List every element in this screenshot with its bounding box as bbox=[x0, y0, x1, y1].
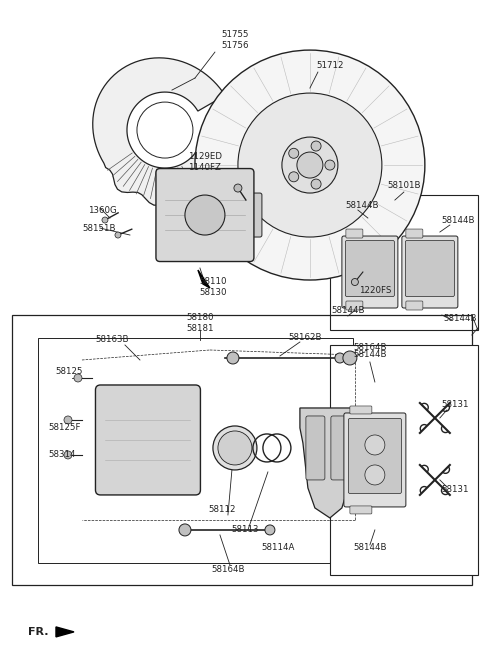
FancyBboxPatch shape bbox=[346, 229, 363, 238]
Text: 58110
58130: 58110 58130 bbox=[199, 277, 227, 297]
FancyBboxPatch shape bbox=[344, 413, 406, 507]
Circle shape bbox=[343, 351, 357, 365]
FancyBboxPatch shape bbox=[331, 416, 350, 480]
Circle shape bbox=[238, 93, 382, 237]
Circle shape bbox=[311, 179, 321, 189]
Circle shape bbox=[64, 451, 72, 459]
Circle shape bbox=[102, 217, 108, 223]
Circle shape bbox=[195, 50, 425, 280]
Text: 58180
58181: 58180 58181 bbox=[186, 314, 214, 333]
Circle shape bbox=[185, 195, 225, 235]
Text: 58131: 58131 bbox=[441, 485, 468, 495]
Bar bbox=[38, 338, 353, 563]
FancyBboxPatch shape bbox=[243, 193, 262, 237]
Text: 58125: 58125 bbox=[55, 367, 83, 377]
FancyBboxPatch shape bbox=[156, 169, 254, 262]
Text: 51712: 51712 bbox=[316, 60, 344, 70]
FancyBboxPatch shape bbox=[163, 193, 182, 237]
Text: 58113: 58113 bbox=[231, 525, 259, 535]
Circle shape bbox=[74, 374, 82, 382]
FancyBboxPatch shape bbox=[346, 241, 395, 297]
Circle shape bbox=[265, 525, 275, 535]
Circle shape bbox=[234, 184, 242, 192]
Bar bbox=[330, 345, 478, 575]
Circle shape bbox=[297, 152, 323, 178]
Circle shape bbox=[365, 435, 385, 455]
Text: 58314: 58314 bbox=[48, 451, 75, 459]
Text: 58101B: 58101B bbox=[387, 180, 420, 190]
Circle shape bbox=[218, 431, 252, 465]
Text: 58144B: 58144B bbox=[345, 201, 379, 209]
Circle shape bbox=[351, 279, 359, 285]
Text: FR.: FR. bbox=[28, 627, 48, 637]
Circle shape bbox=[213, 426, 257, 470]
Circle shape bbox=[335, 353, 345, 363]
Text: 58125F: 58125F bbox=[48, 424, 81, 432]
FancyBboxPatch shape bbox=[402, 236, 458, 308]
Circle shape bbox=[311, 141, 321, 151]
Text: 1129ED
1140FZ: 1129ED 1140FZ bbox=[188, 152, 222, 172]
FancyBboxPatch shape bbox=[348, 419, 401, 493]
Circle shape bbox=[289, 148, 299, 158]
Text: 58114A: 58114A bbox=[261, 543, 295, 552]
Circle shape bbox=[227, 352, 239, 364]
Circle shape bbox=[325, 160, 335, 170]
Text: 58163B: 58163B bbox=[95, 335, 129, 344]
FancyBboxPatch shape bbox=[342, 236, 398, 308]
Circle shape bbox=[179, 524, 191, 536]
FancyBboxPatch shape bbox=[96, 385, 201, 495]
Text: 58144B: 58144B bbox=[353, 350, 386, 359]
Text: 58144B: 58144B bbox=[443, 314, 477, 323]
Circle shape bbox=[282, 137, 338, 193]
FancyBboxPatch shape bbox=[350, 406, 372, 414]
Text: 58164B: 58164B bbox=[211, 565, 245, 575]
Circle shape bbox=[289, 172, 299, 182]
Circle shape bbox=[115, 232, 121, 238]
Bar bbox=[330, 195, 478, 330]
Polygon shape bbox=[300, 408, 365, 518]
Polygon shape bbox=[93, 58, 229, 205]
Text: 1360G: 1360G bbox=[88, 205, 117, 215]
Text: 58164B: 58164B bbox=[353, 344, 386, 352]
FancyBboxPatch shape bbox=[346, 301, 363, 310]
Text: 58112: 58112 bbox=[208, 505, 236, 514]
Polygon shape bbox=[198, 270, 210, 288]
Text: 58162B: 58162B bbox=[288, 333, 322, 342]
FancyBboxPatch shape bbox=[406, 301, 423, 310]
Text: 58131: 58131 bbox=[441, 400, 468, 409]
Text: 58144B: 58144B bbox=[353, 543, 386, 552]
FancyBboxPatch shape bbox=[306, 416, 325, 480]
Text: 1220FS: 1220FS bbox=[359, 285, 391, 295]
Circle shape bbox=[64, 416, 72, 424]
Text: 58151B: 58151B bbox=[82, 224, 116, 232]
FancyBboxPatch shape bbox=[406, 229, 423, 238]
Polygon shape bbox=[56, 627, 74, 637]
Text: 58144B: 58144B bbox=[331, 306, 365, 314]
Text: 58144B: 58144B bbox=[441, 216, 475, 224]
FancyBboxPatch shape bbox=[406, 241, 455, 297]
Circle shape bbox=[365, 465, 385, 485]
Bar bbox=[12, 315, 472, 585]
FancyBboxPatch shape bbox=[350, 506, 372, 514]
Text: 51755
51756: 51755 51756 bbox=[221, 30, 249, 50]
